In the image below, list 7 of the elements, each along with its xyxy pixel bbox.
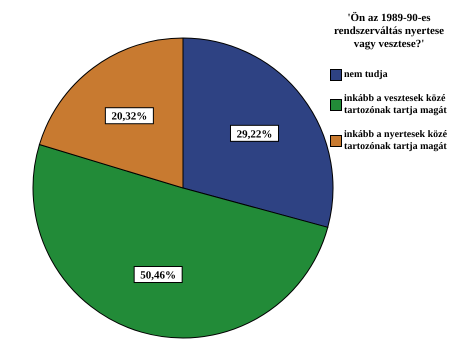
legend-label: nem tudja bbox=[344, 69, 388, 81]
data-label: 50,46% bbox=[140, 270, 176, 282]
legend-label: inkább a vesztesek közé tartozónak tartja magát bbox=[344, 93, 448, 117]
data-label: 20,32% bbox=[111, 110, 148, 123]
data-label: 29,22% bbox=[236, 128, 272, 140]
legend-label: inkább a nyertesek közé tartozónak tartja magát bbox=[344, 129, 448, 153]
chart-title: 'Ön az 1989-90-es rendszerváltás nyertese vagy vesztese?' bbox=[332, 12, 446, 51]
